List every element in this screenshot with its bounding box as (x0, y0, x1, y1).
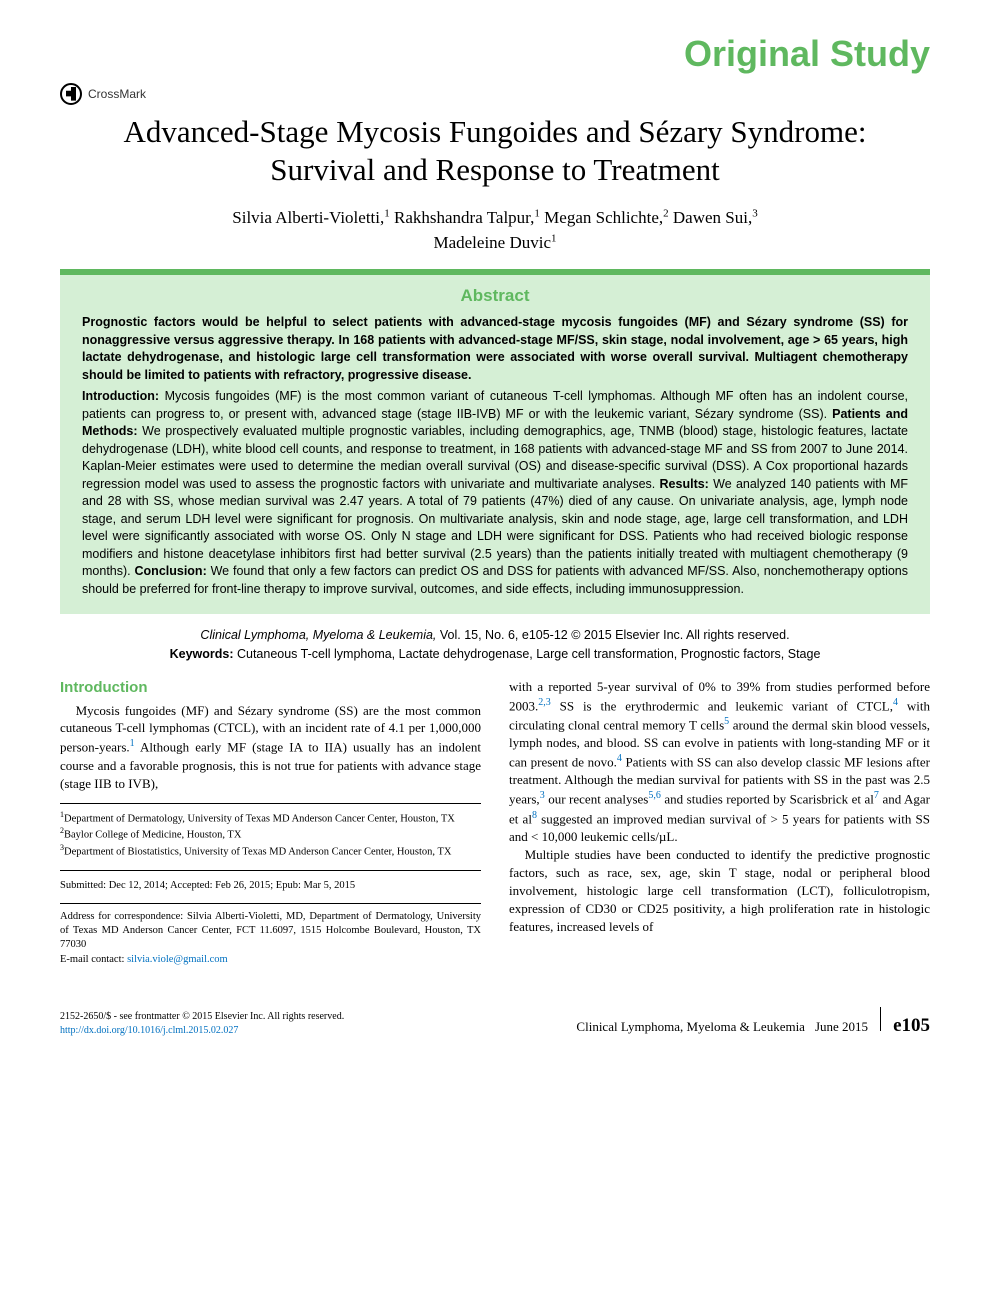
corr-divider (60, 903, 481, 904)
abstract-res-label: Results: (660, 477, 709, 491)
footer-divider-icon (880, 1007, 881, 1031)
c2-ti: suggested an improved median survival of… (509, 811, 930, 844)
affil-2: Baylor College of Medicine, Houston, TX (64, 830, 241, 841)
correspondence: Address for correspondence: Silvia Alber… (60, 910, 481, 967)
footer: 2152-2650/$ - see frontmatter © 2015 Els… (60, 1003, 930, 1039)
affil-divider (60, 803, 481, 804)
abstract-intro-label: Introduction: (82, 389, 159, 403)
footer-journal: Clinical Lymphoma, Myeloma & Leukemia (576, 1018, 805, 1036)
citation-journal: Clinical Lymphoma, Myeloma & Leukemia, (200, 628, 436, 642)
ref-23[interactable]: 2,3 (538, 697, 551, 708)
affil-3: Department of Biostatistics, University … (64, 846, 451, 857)
section-label: Original Study (60, 30, 930, 79)
column-left: Introduction Mycosis fungoides (MF) and … (60, 678, 481, 967)
submission-dates: Submitted: Dec 12, 2014; Accepted: Feb 2… (60, 879, 481, 893)
keywords-label: Keywords: (170, 647, 234, 661)
crossmark-text: CrossMark (88, 86, 146, 102)
email-label: E-mail contact: (60, 954, 127, 965)
author-1: Silvia Alberti-Violetti, (232, 208, 384, 227)
affiliations: 1Department of Dermatology, University o… (60, 810, 481, 860)
footer-date: June 2015 (815, 1018, 868, 1036)
column-right: with a reported 5-year survival of 0% to… (509, 678, 930, 967)
crossmark-icon (60, 83, 82, 105)
crossmark-badge[interactable]: CrossMark (60, 83, 930, 105)
author-3-affil: 2 (663, 207, 669, 219)
author-5-affil: 1 (551, 232, 557, 244)
doi-link[interactable]: http://dx.doi.org/10.1016/j.clml.2015.02… (60, 1025, 238, 1036)
intro-p1: Mycosis fungoides (MF) and Sézary syndro… (60, 702, 481, 793)
abstract-lead: Prognostic factors would be helpful to s… (82, 314, 908, 384)
author-3: Megan Schlichte, (544, 208, 663, 227)
abstract-heading: Abstract (82, 285, 908, 308)
author-4-affil: 3 (752, 207, 758, 219)
ref-56[interactable]: 5,6 (648, 790, 661, 801)
footer-right: Clinical Lymphoma, Myeloma & Leukemia Ju… (576, 1007, 930, 1039)
c2-tg: and studies reported by Scarisbrick et a… (661, 792, 874, 807)
affil-1: Department of Dermatology, University of… (64, 813, 455, 824)
email-link[interactable]: silvia.viole@gmail.com (127, 954, 228, 965)
keywords-text: Cutaneous T-cell lymphoma, Lactate dehyd… (234, 647, 821, 661)
abstract-con-label: Conclusion: (135, 564, 207, 578)
body-columns: Introduction Mycosis fungoides (MF) and … (60, 678, 930, 967)
citation-vol: Vol. 15, No. 6, e105-12 © 2015 Elsevier … (436, 628, 789, 642)
author-5: Madeleine Duvic (433, 233, 551, 252)
author-4: Dawen Sui, (673, 208, 752, 227)
citation-block: Clinical Lymphoma, Myeloma & Leukemia, V… (100, 626, 890, 664)
dates-divider (60, 870, 481, 871)
article-title: Advanced-Stage Mycosis Fungoides and Séz… (100, 113, 890, 191)
authors: Silvia Alberti-Violetti,1 Rakhshandra Ta… (60, 206, 930, 255)
abstract-body: Introduction: Mycosis fungoides (MF) is … (82, 388, 908, 598)
col2-p1: with a reported 5-year survival of 0% to… (509, 678, 930, 846)
footer-left: 2152-2650/$ - see frontmatter © 2015 Els… (60, 1010, 344, 1038)
col2-p2: Multiple studies have been conducted to … (509, 846, 930, 936)
intro-heading: Introduction (60, 678, 481, 699)
abstract-intro-text: Mycosis fungoides (MF) is the most commo… (82, 389, 908, 421)
corr-text: Address for correspondence: Silvia Alber… (60, 911, 481, 950)
abstract-con-text: We found that only a few factors can pre… (82, 564, 908, 596)
c2-tf: our recent analyses (545, 792, 649, 807)
c2-tb: SS is the erythrodermic and leukemic var… (551, 698, 893, 713)
issn-text: 2152-2650/$ - see frontmatter © 2015 Els… (60, 1011, 344, 1022)
abstract-block: Abstract Prognostic factors would be hel… (60, 269, 930, 614)
author-1-affil: 1 (384, 207, 390, 219)
author-2: Rakhshandra Talpur, (394, 208, 534, 227)
author-2-affil: 1 (534, 207, 540, 219)
page-number: e105 (893, 1013, 930, 1039)
